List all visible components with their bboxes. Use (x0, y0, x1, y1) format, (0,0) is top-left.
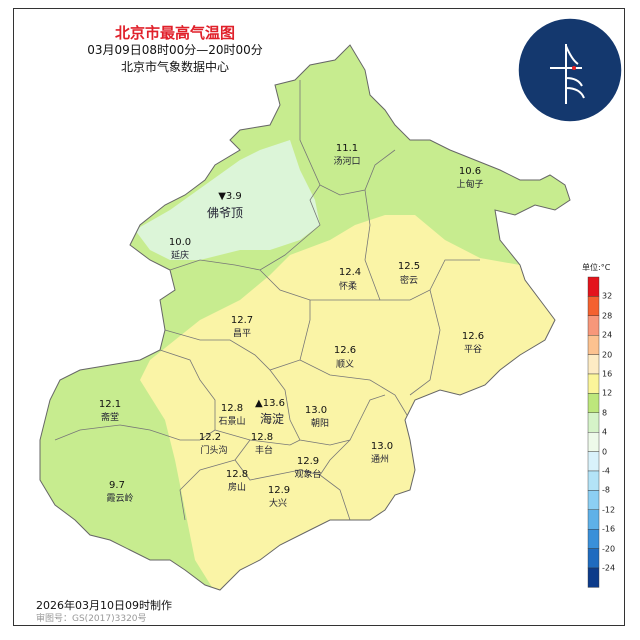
station-name: 平谷 (463, 345, 483, 355)
station-name: 延庆 (170, 251, 190, 261)
production-time: 2026年03月10日09时制作 (36, 599, 172, 612)
station-value: 9.7 (109, 480, 125, 491)
station-value: 12.8 (220, 403, 244, 414)
station-name: 汤河口 (333, 157, 361, 167)
station-name: 昌平 (232, 329, 252, 339)
legend-tick: 8 (602, 408, 608, 418)
map-frame (13, 8, 625, 626)
legend-swatch (587, 315, 600, 336)
station-value: 12.4 (338, 267, 362, 278)
station-name: 海淀 (259, 412, 285, 426)
legend-swatch (587, 470, 600, 491)
station-name: 朝阳 (310, 419, 330, 429)
station-value: 12.1 (98, 399, 122, 410)
station-value: 12.7 (230, 315, 254, 326)
legend-swatch (587, 276, 600, 297)
legend-swatch (587, 335, 600, 355)
legend-unit: 单位:°C (582, 263, 611, 272)
legend-swatch (587, 529, 600, 549)
station-name: 房山 (227, 483, 247, 493)
legend-tick: -20 (602, 544, 616, 554)
station-value: 13.0 (304, 405, 328, 416)
legend-tick: 24 (602, 330, 613, 340)
color-legend-bar (587, 276, 600, 588)
station-value: 12.6 (333, 345, 357, 356)
legend-tick: 0 (602, 447, 608, 457)
region-4-8 (135, 140, 320, 260)
legend-tick: 4 (602, 427, 608, 437)
time-period: 03月09日08时00分—20时00分 (87, 43, 263, 57)
station-name: 霞云岭 (106, 494, 134, 504)
legend-swatch (587, 567, 600, 588)
data-source: 北京市气象数据中心 (120, 60, 229, 74)
legend-tick: 12 (602, 388, 613, 398)
legend-tick: 20 (602, 350, 613, 360)
legend-swatch (587, 490, 600, 510)
station-value: 13.0 (370, 441, 394, 452)
district-boundaries (54, 80, 480, 521)
station-name: 顺义 (335, 360, 355, 370)
station-value: 11.1 (335, 143, 359, 154)
legend-swatch (587, 354, 600, 375)
legend-tick: 16 (602, 369, 613, 379)
station-name: 通州 (370, 455, 390, 465)
station-name: 怀柔 (338, 282, 358, 292)
legend-tick: -24 (602, 563, 616, 573)
station-value: 12.2 (198, 432, 222, 443)
station-name: 佛爷顶 (206, 206, 244, 220)
map-approval-number: 审图号：GS(2017)3320号 (36, 614, 147, 624)
legend-tick: -4 (602, 466, 610, 476)
legend-swatch (587, 373, 600, 394)
station-value: 10.0 (168, 237, 192, 248)
legend-swatch (587, 432, 600, 452)
station-value: 10.6 (458, 166, 482, 177)
legend-tick: -12 (602, 505, 616, 515)
legend-tick: -16 (602, 524, 616, 534)
legend-swatch (587, 509, 600, 530)
map-title: 北京市最高气温图 (114, 24, 235, 42)
station-value: 12.8 (225, 469, 249, 480)
legend-swatch (587, 412, 600, 433)
station-value: 12.5 (397, 261, 421, 272)
legend-swatch (587, 296, 600, 316)
legend-swatch (587, 451, 600, 472)
station-name: 门头沟 (200, 446, 228, 456)
station-value: ▲13.6 (255, 398, 285, 409)
legend-swatch (587, 393, 600, 413)
station-name: 上甸子 (456, 180, 484, 190)
station-name: 丰台 (254, 446, 274, 456)
station-value: 12.6 (461, 331, 485, 342)
beijing-outline (39, 44, 571, 591)
station-value: 12.9 (296, 456, 320, 467)
legend-tick: 28 (602, 311, 613, 321)
station-name: 斋堂 (100, 413, 120, 423)
station-value: 12.8 (250, 432, 274, 443)
station-value: ▼3.9 (218, 191, 242, 202)
station-name: 观象台 (294, 470, 322, 480)
station-name: 石景山 (218, 417, 246, 427)
legend-tick: -8 (602, 485, 610, 495)
legend-tick: 32 (602, 291, 613, 301)
station-name: 密云 (399, 276, 419, 286)
station-value: 12.9 (267, 485, 291, 496)
bms-logo (517, 17, 623, 123)
station-name: 大兴 (268, 499, 288, 509)
legend-swatch (587, 548, 600, 569)
